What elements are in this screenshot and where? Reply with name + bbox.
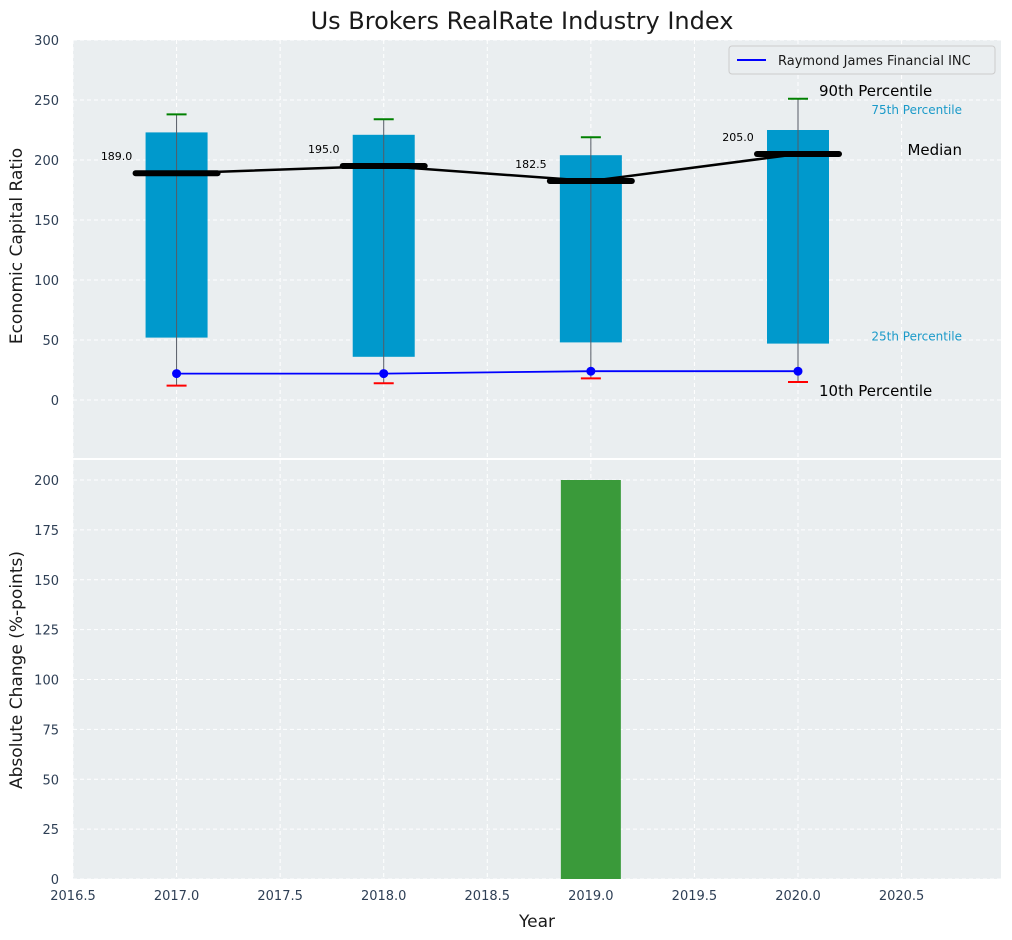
top-y-axis-label: Economic Capital Ratio — [7, 148, 27, 344]
change-bar — [560, 480, 621, 879]
median-value-label: 205.0 — [722, 131, 754, 144]
y-tick-label: 150 — [34, 574, 59, 589]
bottom-y-tick-labels: 0 25 50 75 100 125 150 175 200 — [34, 474, 59, 888]
y-tick-label: 175 — [34, 524, 59, 539]
top-plot-area — [73, 40, 1001, 458]
x-tick-label: 2020.0 — [775, 889, 821, 904]
p75-annotation: 75th Percentile — [871, 103, 962, 117]
y-tick-label: 150 — [34, 214, 59, 229]
x-tick-label: 2020.5 — [879, 889, 925, 904]
x-axis-label: Year — [518, 912, 555, 932]
y-tick-label: 0 — [51, 873, 59, 888]
y-tick-label: 50 — [42, 334, 59, 349]
y-tick-label: 100 — [34, 674, 59, 689]
x-tick-label: 2019.0 — [568, 889, 614, 904]
y-tick-label: 25 — [42, 823, 59, 838]
median-value-label: 195.0 — [308, 143, 340, 156]
y-tick-label: 75 — [42, 723, 59, 738]
bottom-marks — [560, 480, 621, 879]
median-line — [176, 152, 799, 183]
y-tick-label: 200 — [34, 154, 59, 169]
y-tick-label: 250 — [34, 94, 59, 109]
company-series-point — [172, 369, 182, 379]
company-series-point — [793, 366, 803, 376]
x-tick-label: 2017.5 — [257, 889, 303, 904]
bottom-grid — [72, 460, 1001, 880]
median-annotation: Median — [907, 141, 962, 159]
y-tick-label: 200 — [34, 474, 59, 489]
p90-annotation: 90th Percentile — [819, 82, 932, 100]
y-tick-label: 0 — [51, 394, 59, 409]
x-tick-label: 2016.5 — [50, 889, 96, 904]
y-tick-label: 125 — [34, 624, 59, 639]
p10-annotation: 10th Percentile — [819, 382, 932, 400]
top-marks: 189.0 195.0 182.5 205.0 90th Percentile 75th … — [101, 82, 962, 400]
x-tick-label: 2017.0 — [154, 889, 200, 904]
legend-label: Raymond James Financial INC — [778, 54, 971, 69]
bottom-y-axis-label: Absolute Change (%-points) — [7, 551, 27, 789]
company-series-point — [379, 369, 389, 379]
y-tick-label: 300 — [34, 34, 59, 49]
company-series-point — [586, 366, 596, 376]
x-tick-label: 2018.0 — [361, 889, 407, 904]
top-grid — [72, 39, 1001, 458]
legend-box — [728, 45, 996, 75]
company-series-line — [176, 370, 798, 375]
median-value-label: 189.0 — [101, 150, 133, 163]
median-value-label: 182.5 — [515, 158, 547, 171]
y-tick-label: 100 — [34, 274, 59, 289]
x-tick-labels: 2016.5 2017.0 2017.5 2018.0 2018.5 2019.0 2019… — [50, 889, 924, 904]
legend: Raymond James Financial INC — [728, 45, 996, 75]
x-tick-label: 2019.5 — [672, 889, 718, 904]
p25-annotation: 25th Percentile — [871, 330, 962, 344]
x-tick-label: 2018.5 — [465, 889, 511, 904]
y-tick-label: 50 — [42, 773, 59, 788]
chart-title: Us Brokers RealRate Industry Index — [311, 7, 734, 35]
top-y-tick-labels: 0 50 100 150 200 250 300 — [34, 34, 59, 409]
bottom-plot-area — [73, 460, 1001, 879]
